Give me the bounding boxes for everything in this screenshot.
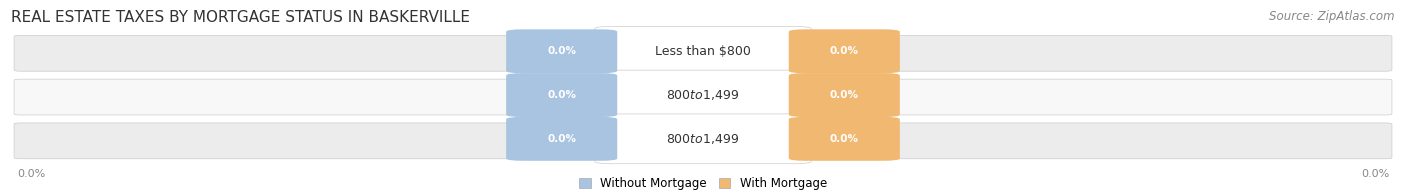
- Text: 0.0%: 0.0%: [547, 46, 576, 56]
- Text: 0.0%: 0.0%: [17, 169, 45, 180]
- Text: 0.0%: 0.0%: [547, 90, 576, 100]
- Text: $800 to $1,499: $800 to $1,499: [666, 88, 740, 102]
- Text: 0.0%: 0.0%: [830, 134, 859, 144]
- Text: $800 to $1,499: $800 to $1,499: [666, 132, 740, 146]
- Text: REAL ESTATE TAXES BY MORTGAGE STATUS IN BASKERVILLE: REAL ESTATE TAXES BY MORTGAGE STATUS IN …: [11, 10, 470, 25]
- Text: 0.0%: 0.0%: [547, 134, 576, 144]
- Text: 0.0%: 0.0%: [1361, 169, 1389, 180]
- Text: 0.0%: 0.0%: [830, 46, 859, 56]
- Text: Source: ZipAtlas.com: Source: ZipAtlas.com: [1270, 10, 1395, 23]
- Legend: Without Mortgage, With Mortgage: Without Mortgage, With Mortgage: [579, 177, 827, 190]
- Text: Less than $800: Less than $800: [655, 45, 751, 58]
- Text: 0.0%: 0.0%: [830, 90, 859, 100]
